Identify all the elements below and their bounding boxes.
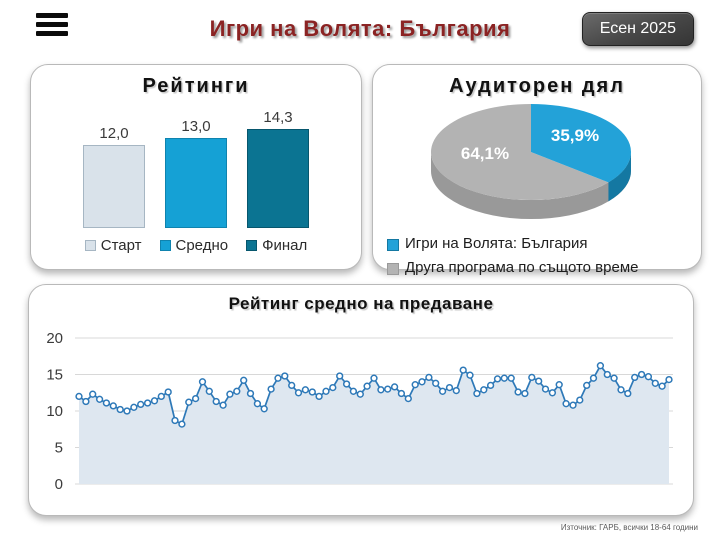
legend-swatch (159, 240, 171, 251)
bar-value-label: 12,0 (99, 125, 129, 142)
ratings-legend: Старт Средно Финал (31, 237, 361, 254)
season-button[interactable]: Есен 2025 (581, 12, 694, 46)
bar-rect (83, 145, 145, 228)
legend-label: Старт (100, 237, 142, 254)
pie-legend-item: Игри на Волята: България (387, 235, 701, 252)
share-title: Аудиторен дял (449, 75, 625, 97)
bar-value-label: 14,3 (263, 109, 293, 126)
svg-text:15: 15 (46, 367, 63, 384)
ratings-title: Рейтинги (142, 75, 250, 97)
trend-card: Рейтинг средно на предаване 20 15 10 5 0 (28, 284, 694, 516)
svg-text:20: 20 (46, 330, 63, 347)
svg-text:35,9%: 35,9% (551, 126, 599, 145)
legend-item-Финал: Финал (246, 237, 307, 254)
source-note: Източник: ГАРБ, всички 18-64 години (560, 523, 698, 532)
bar-value-label: 13,0 (181, 118, 211, 135)
page-title: Игри на Волята: България (209, 16, 511, 41)
legend-label: Игри на Волята: България (405, 235, 588, 252)
menu-icon-bar (36, 22, 68, 27)
legend-label: Средно (175, 237, 229, 254)
share-pie-chart: 35,9% 64,1% (373, 100, 701, 233)
legend-label: Друга програма по същото време (405, 259, 639, 276)
menu-icon[interactable] (36, 13, 68, 39)
pie-legend-item: Друга програма по същото време (387, 259, 701, 276)
legend-swatch (387, 262, 399, 275)
legend-swatch (246, 240, 258, 251)
trend-area-chart: 20 15 10 5 0 (29, 316, 693, 515)
legend-swatch (387, 238, 399, 251)
legend-item-Средно: Средно (159, 237, 229, 254)
legend-swatch (84, 240, 96, 251)
svg-text:5: 5 (55, 440, 63, 457)
bar-rect (165, 138, 227, 228)
bar-Средно: 13,0 (165, 118, 227, 228)
share-card: Аудиторен дял 35,9% 64,1% Игри на Волята:… (372, 64, 702, 276)
svg-text:10: 10 (46, 403, 63, 420)
bar-rect (247, 129, 309, 228)
menu-icon-bar (36, 31, 68, 36)
share-legend: Игри на Волята: България Друга програма п… (387, 235, 701, 276)
svg-text:0: 0 (55, 476, 63, 493)
bar-Финал: 14,3 (247, 109, 309, 228)
ratings-bar-chart: 12,0 13,0 14,3 (31, 100, 361, 228)
legend-label: Финал (262, 237, 308, 254)
bar-Старт: 12,0 (83, 125, 145, 228)
svg-text:64,1%: 64,1% (461, 144, 509, 163)
legend-item-Старт: Старт (84, 237, 142, 254)
trend-title: Рейтинг средно на предаване (228, 294, 494, 313)
ratings-card: Рейтинги 12,0 13,0 14,3 Старт Средно Финал (30, 64, 362, 270)
menu-icon-bar (36, 13, 68, 18)
